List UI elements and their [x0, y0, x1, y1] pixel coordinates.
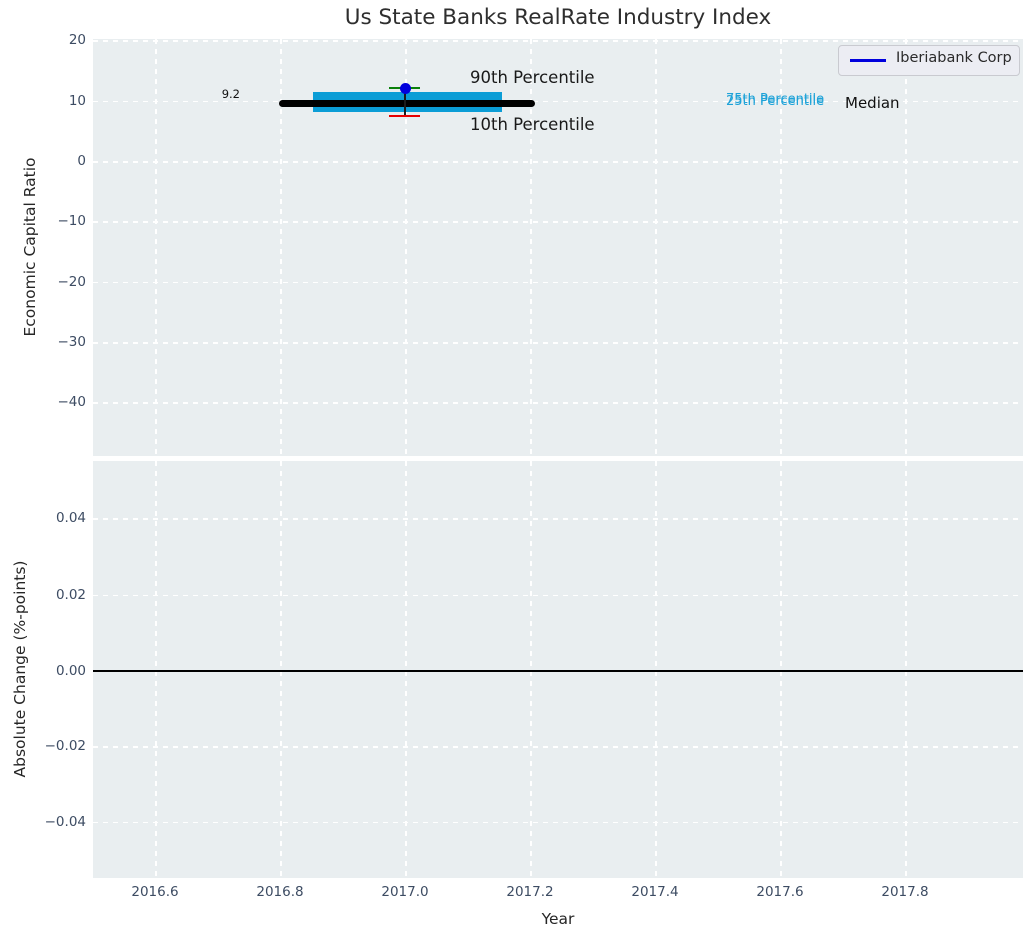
gridline-h: [93, 40, 1023, 42]
top-plot-area: 9.2 90th Percentile 10th Percentile 75th…: [93, 39, 1023, 456]
gridline-v: [780, 39, 782, 456]
xtick-label: 2016.8: [256, 884, 304, 900]
ytick-label: 10: [68, 92, 86, 109]
ytick-label: 20: [68, 32, 86, 48]
top-y-axis-label: Economic Capital Ratio: [21, 157, 39, 337]
xtick-label: 2017.4: [631, 884, 679, 900]
gridline-v: [405, 39, 407, 456]
ytick-label: −0.02: [44, 738, 86, 754]
gridline-v: [905, 39, 907, 456]
gridline-v: [155, 39, 157, 456]
bottom-y-axis-label: Absolute Change (%-points): [11, 560, 29, 778]
gridline-v: [280, 461, 282, 878]
gridline-h: [93, 281, 1023, 283]
median-label: Median: [845, 94, 900, 112]
gridline-h: [93, 342, 1023, 344]
ytick-label: 0: [77, 153, 86, 169]
gridline-h: [93, 594, 1023, 596]
whisker-line: [404, 88, 406, 116]
p75-label: 75th Percentile: [726, 91, 825, 107]
median-value-label: 9.2: [221, 87, 240, 101]
gridline-v: [905, 461, 907, 878]
company-data-point: [399, 82, 411, 94]
gridline-h: [93, 100, 1023, 102]
xtick-label: 2017.8: [881, 884, 929, 900]
xtick-label: 2017.2: [506, 884, 554, 900]
ytick-label: −10: [57, 213, 87, 229]
p25-label: 25th Percentile: [726, 93, 825, 109]
median-bar: [279, 99, 535, 107]
xtick-label: 2016.6: [131, 884, 179, 900]
gridline-v: [405, 461, 407, 878]
legend: Iberiabank Corp: [838, 45, 1020, 76]
ytick-label: 0.04: [55, 510, 86, 526]
p90-label: 90th Percentile: [470, 68, 595, 87]
ytick-label: −0.04: [44, 813, 86, 830]
bottom-plot-area: [93, 461, 1023, 878]
gridline-h: [93, 518, 1023, 520]
ytick-label: 0.00: [55, 662, 86, 679]
gridline-h: [93, 161, 1023, 163]
ytick-label: 0.02: [55, 586, 86, 603]
gridline-h: [93, 221, 1023, 223]
legend-line-sample: [850, 59, 886, 62]
gridline-v: [155, 461, 157, 878]
page-title: Us State Banks RealRate Industry Index: [344, 5, 772, 30]
ytick-label: −20: [57, 273, 87, 290]
ytick-label: −30: [57, 334, 87, 350]
gridline-v: [655, 39, 657, 456]
gridline-h: [93, 746, 1023, 748]
xtick-label: 2017.0: [381, 884, 429, 900]
p10-whisker-cap: [389, 114, 420, 118]
x-axis-label: Year: [541, 910, 575, 928]
gridline-h: [93, 402, 1023, 404]
gridline-h: [93, 821, 1023, 823]
gridline-v: [780, 461, 782, 878]
ytick-label: −40: [57, 394, 87, 410]
zero-reference-line: [93, 669, 1023, 672]
gridline-v: [280, 39, 282, 456]
legend-entry-label: Iberiabank Corp: [896, 50, 1012, 66]
gridline-v: [530, 39, 532, 456]
xtick-label: 2017.6: [756, 884, 804, 900]
gridline-v: [530, 461, 532, 878]
gridline-v: [655, 461, 657, 878]
p10-label: 10th Percentile: [470, 115, 595, 134]
